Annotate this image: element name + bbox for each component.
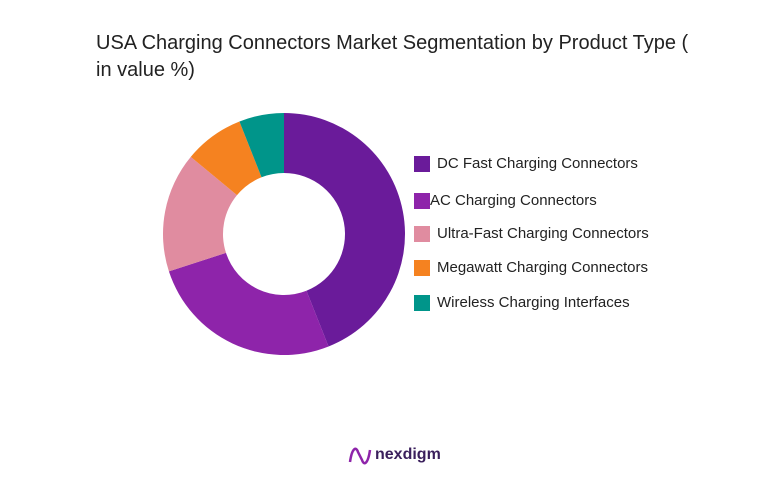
legend-swatch bbox=[414, 156, 430, 172]
brand-text: nexdigm bbox=[375, 446, 441, 463]
legend-label: Megawatt Charging Connectors bbox=[437, 259, 648, 276]
logo-mark bbox=[348, 447, 372, 465]
donut-slice bbox=[190, 121, 262, 196]
brand-logo: nexdigm bbox=[348, 446, 441, 465]
legend-swatch bbox=[414, 226, 430, 242]
donut-slice bbox=[239, 113, 284, 178]
chart-title: USA Charging Connectors Market Segmentat… bbox=[96, 32, 689, 81]
legend-label: AC Charging Connectors bbox=[430, 192, 597, 209]
legend-label: Wireless Charging Interfaces bbox=[437, 294, 630, 311]
legend-swatch bbox=[414, 260, 430, 276]
legend-swatch bbox=[414, 193, 430, 209]
legend-label: Ultra-Fast Charging Connectors bbox=[437, 225, 649, 242]
donut-slice bbox=[163, 156, 237, 272]
legend-label: DC Fast Charging Connectors bbox=[437, 155, 638, 172]
donut-slice bbox=[284, 113, 405, 347]
donut-slice bbox=[168, 252, 329, 355]
legend-swatch bbox=[414, 295, 430, 311]
